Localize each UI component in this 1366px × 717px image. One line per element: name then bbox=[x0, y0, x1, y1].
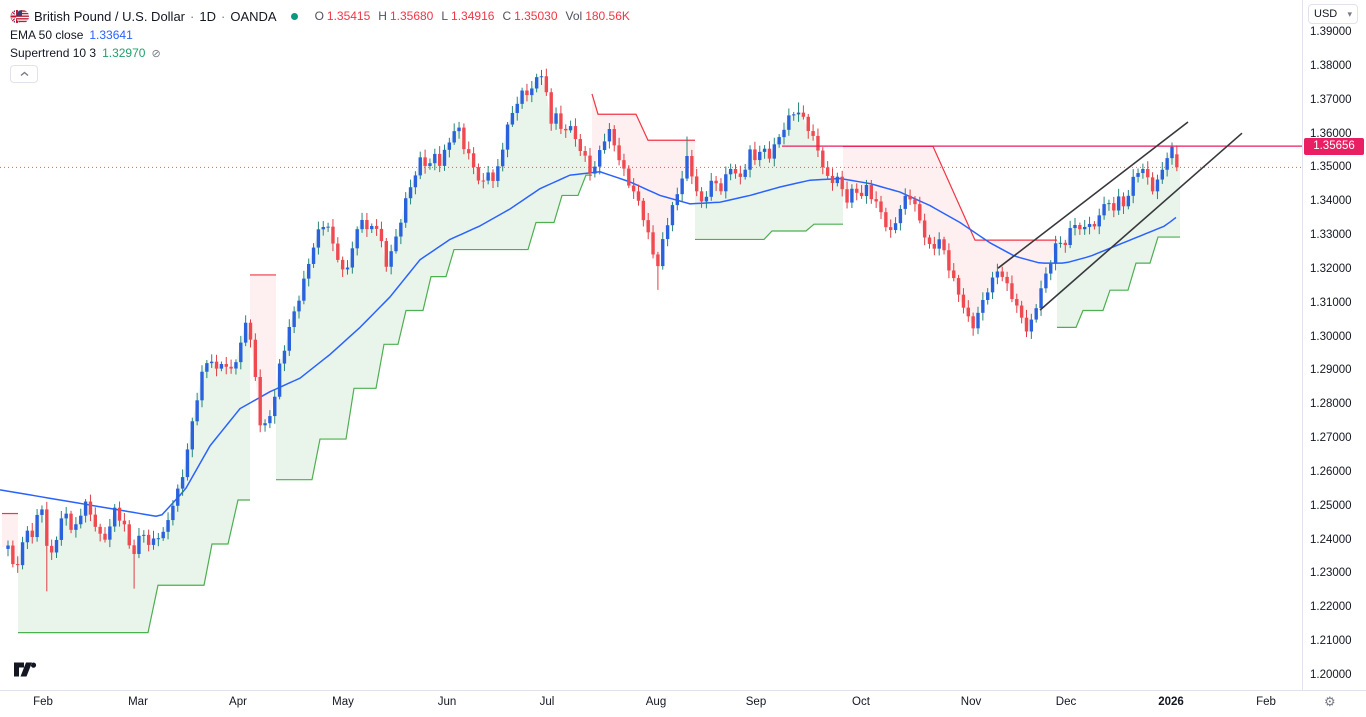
trendline-lower[interactable] bbox=[1039, 132, 1243, 311]
close-value: 1.35030 bbox=[514, 9, 558, 23]
currency-label: USD bbox=[1314, 8, 1338, 20]
month-label-2026: 2026 bbox=[1158, 696, 1184, 708]
price-tick: 1.37000 bbox=[1310, 93, 1352, 106]
price-tick: 1.36000 bbox=[1310, 127, 1352, 140]
price-tick: 1.20000 bbox=[1310, 668, 1352, 681]
price-tick: 1.29000 bbox=[1310, 364, 1352, 377]
legend: British Pound / U.S. Dollar · 1D · OANDA… bbox=[10, 6, 630, 83]
high-value: 1.35680 bbox=[389, 9, 434, 23]
month-label-oct: Oct bbox=[852, 696, 870, 708]
currency-selector[interactable]: USD ▾ bbox=[1308, 4, 1358, 24]
month-label-apr: Apr bbox=[229, 696, 247, 708]
price-tick: 1.26000 bbox=[1310, 465, 1352, 478]
month-label-feb: Feb bbox=[33, 696, 53, 708]
month-label-dec: Dec bbox=[1055, 696, 1077, 708]
high-label: H bbox=[378, 9, 387, 23]
time-axis[interactable]: Feb Mar Apr May Jun Jul Aug Sep Oct Nov Dec 2026 Feb… bbox=[0, 690, 1366, 717]
eye-off-icon: ⊘ bbox=[151, 47, 161, 60]
price-tick: 1.23000 bbox=[1310, 567, 1352, 580]
chevron-up-icon bbox=[20, 71, 28, 77]
chevron-down-icon: ▾ bbox=[1347, 8, 1352, 19]
price-tick: 1.27000 bbox=[1310, 432, 1352, 445]
market-status-dot bbox=[290, 12, 298, 20]
ema-line[interactable] bbox=[0, 170, 1177, 517]
supertrend-label: Supertrend 10 3 bbox=[10, 46, 97, 60]
symbol-exchange: OANDA bbox=[230, 8, 277, 24]
month-label-sep: Sep bbox=[745, 696, 767, 708]
supertrend-indicator-row[interactable]: Supertrend 10 3 1.32970 ⊘ bbox=[10, 44, 630, 62]
separator: · bbox=[190, 8, 195, 24]
close-label: C bbox=[502, 9, 512, 23]
supertrend-value: 1.32970 bbox=[102, 46, 146, 60]
tradingview-logo[interactable] bbox=[14, 662, 38, 677]
month-label-aug: Aug bbox=[645, 696, 667, 708]
price-tick: 1.31000 bbox=[1310, 296, 1352, 309]
open-label: O bbox=[314, 9, 324, 23]
supertrend-line-up bbox=[1057, 236, 1180, 329]
price-tick: 1.39000 bbox=[1310, 26, 1352, 38]
month-label-nov: Nov bbox=[960, 696, 982, 708]
price-tick: 1.35000 bbox=[1310, 161, 1352, 174]
supertrend-line-up bbox=[18, 499, 250, 634]
month-label-jul: Jul bbox=[539, 696, 555, 708]
trendline-upper[interactable] bbox=[997, 121, 1189, 269]
price-axis[interactable]: USD ▾ 1.39000 1.38000 1.37000 1.36000 1.3500… bbox=[1302, 0, 1366, 690]
price-chart-svg[interactable] bbox=[0, 0, 1302, 690]
chart-pane[interactable] bbox=[0, 0, 1302, 690]
volume-label: Vol bbox=[565, 9, 583, 23]
ema-value: 1.33641 bbox=[89, 28, 133, 42]
supertrend-line-down bbox=[591, 93, 695, 141]
price-tick: 1.30000 bbox=[1310, 330, 1352, 343]
price-tick: 1.22000 bbox=[1310, 601, 1352, 614]
price-tick: 1.33000 bbox=[1310, 229, 1352, 242]
supertrend-line-up bbox=[276, 174, 592, 481]
volume-value: 180.56K bbox=[585, 9, 630, 23]
month-label-feb: Feb bbox=[1256, 696, 1276, 708]
ema-indicator-row[interactable]: EMA 50 close 1.33641 bbox=[10, 26, 630, 44]
low-label: L bbox=[441, 9, 449, 23]
ema-label: EMA 50 close bbox=[10, 28, 84, 42]
price-tick: 1.28000 bbox=[1310, 398, 1352, 411]
supertrend-line-up bbox=[695, 223, 843, 241]
symbol-row[interactable]: British Pound / U.S. Dollar · 1D · OANDA… bbox=[10, 6, 630, 26]
price-tick: 1.32000 bbox=[1310, 262, 1352, 275]
month-label-mar: Mar bbox=[128, 696, 148, 708]
month-label-may: May bbox=[332, 696, 354, 708]
month-label-jun: Jun bbox=[437, 696, 457, 708]
separator: · bbox=[220, 8, 226, 24]
price-tick: 1.24000 bbox=[1310, 533, 1352, 546]
open-value: 1.35415 bbox=[326, 9, 371, 23]
price-tick: 1.38000 bbox=[1310, 59, 1352, 72]
price-tick: 1.21000 bbox=[1310, 635, 1352, 648]
ohlc-values: O 1.35415 H 1.35680 L 1.34916 C 1.35030 Vol 1… bbox=[310, 9, 630, 23]
collapse-legend-button[interactable] bbox=[10, 65, 38, 83]
symbol-interval[interactable]: 1D bbox=[199, 8, 216, 24]
low-value: 1.34916 bbox=[451, 9, 495, 23]
gear-icon[interactable]: ⚙ bbox=[1324, 694, 1336, 709]
price-tick: 1.34000 bbox=[1310, 195, 1352, 208]
symbol-title: British Pound / U.S. Dollar bbox=[34, 8, 186, 24]
price-tick: 1.25000 bbox=[1310, 499, 1352, 512]
active-price-label: 1.35656 bbox=[1304, 137, 1364, 155]
symbol-flag-icon bbox=[10, 9, 29, 23]
